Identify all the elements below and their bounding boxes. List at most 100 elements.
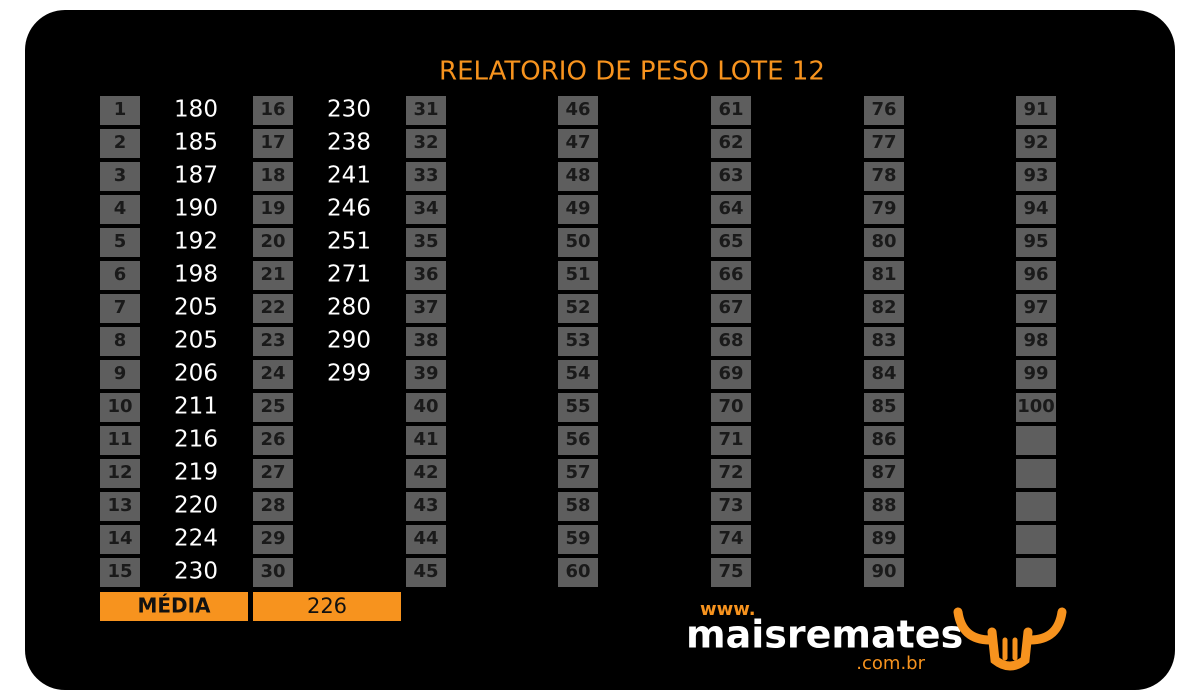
row-number: 46 [565,99,590,120]
number-box [100,558,140,587]
number-box [1016,228,1056,257]
row-number: 9 [114,363,127,384]
row-number: 4 [114,198,127,219]
weight: 246 [327,196,371,222]
average-label: MÉDIA [137,594,211,618]
number-box [1016,294,1056,323]
row-number: 49 [565,198,590,219]
row-number: 81 [871,264,896,285]
row-number: 57 [565,462,590,483]
row-number: 10 [107,396,132,417]
row-number: 30 [260,561,285,582]
weight: 299 [327,361,371,387]
row-number: 21 [260,264,285,285]
number-box [711,129,751,158]
weight: 251 [327,229,371,255]
number-box [1016,261,1056,290]
number-box [1016,426,1056,455]
row-number: 60 [565,561,590,582]
row-number: 47 [565,132,590,153]
number-box [253,294,293,323]
number-box [711,459,751,488]
row-number: 1 [114,99,127,120]
number-box [100,426,140,455]
number-box [558,129,598,158]
number-box [711,228,751,257]
row-number: 15 [107,561,132,582]
row-number: 62 [718,132,743,153]
weight: 192 [174,229,218,255]
number-box [558,327,598,356]
number-box [253,525,293,554]
row-number: 89 [871,528,896,549]
number-box [1016,393,1056,422]
number-box [406,261,446,290]
number-box [253,261,293,290]
row-number: 40 [413,396,438,417]
row-number: 17 [260,132,285,153]
number-box [711,492,751,521]
row-number: 71 [718,429,743,450]
number-box [100,294,140,323]
row-number: 52 [565,297,590,318]
row-number: 91 [1023,99,1048,120]
weight: 224 [174,526,218,552]
number-box [1016,195,1056,224]
row-number: 28 [260,495,285,516]
weight: 205 [174,328,218,354]
row-number: 98 [1023,330,1048,351]
row-number: 54 [565,363,590,384]
row-number: 12 [107,462,132,483]
row-number: 70 [718,396,743,417]
row-number: 33 [413,165,438,186]
number-box [711,426,751,455]
row-number: 84 [871,363,896,384]
row-number: 26 [260,429,285,450]
weight: 198 [174,262,218,288]
row-number: 13 [107,495,132,516]
number-box [1016,360,1056,389]
row-number: 18 [260,165,285,186]
number-box [100,360,140,389]
number-box [864,459,904,488]
number-box [406,96,446,125]
weight: 185 [174,130,218,156]
row-number: 80 [871,231,896,252]
number-box [406,129,446,158]
number-box [1016,96,1056,125]
row-number: 99 [1023,363,1048,384]
number-box [253,96,293,125]
row-number: 29 [260,528,285,549]
row-number: 72 [718,462,743,483]
row-number: 22 [260,297,285,318]
number-box [711,558,751,587]
number-box [864,492,904,521]
weight: 230 [327,97,371,123]
number-box [406,228,446,257]
number-box [406,492,446,521]
number-box [406,393,446,422]
row-number: 61 [718,99,743,120]
number-box [558,459,598,488]
row-number: 65 [718,231,743,252]
title: RELATORIO DE PESO LOTE 12 [439,57,825,87]
weight: 241 [327,163,371,189]
average-value: 226 [307,594,347,618]
number-box [558,195,598,224]
row-number: 7 [114,297,127,318]
row-number: 56 [565,429,590,450]
row-number: 96 [1023,264,1048,285]
row-number: 55 [565,396,590,417]
row-number: 50 [565,231,590,252]
row-number: 6 [114,264,127,285]
row-number: 58 [565,495,590,516]
row-number: 92 [1023,132,1048,153]
weight: 190 [174,196,218,222]
row-number: 100 [1017,396,1055,417]
number-box [406,525,446,554]
weight: 206 [174,361,218,387]
row-number: 95 [1023,231,1048,252]
row-number: 31 [413,99,438,120]
number-box [558,360,598,389]
